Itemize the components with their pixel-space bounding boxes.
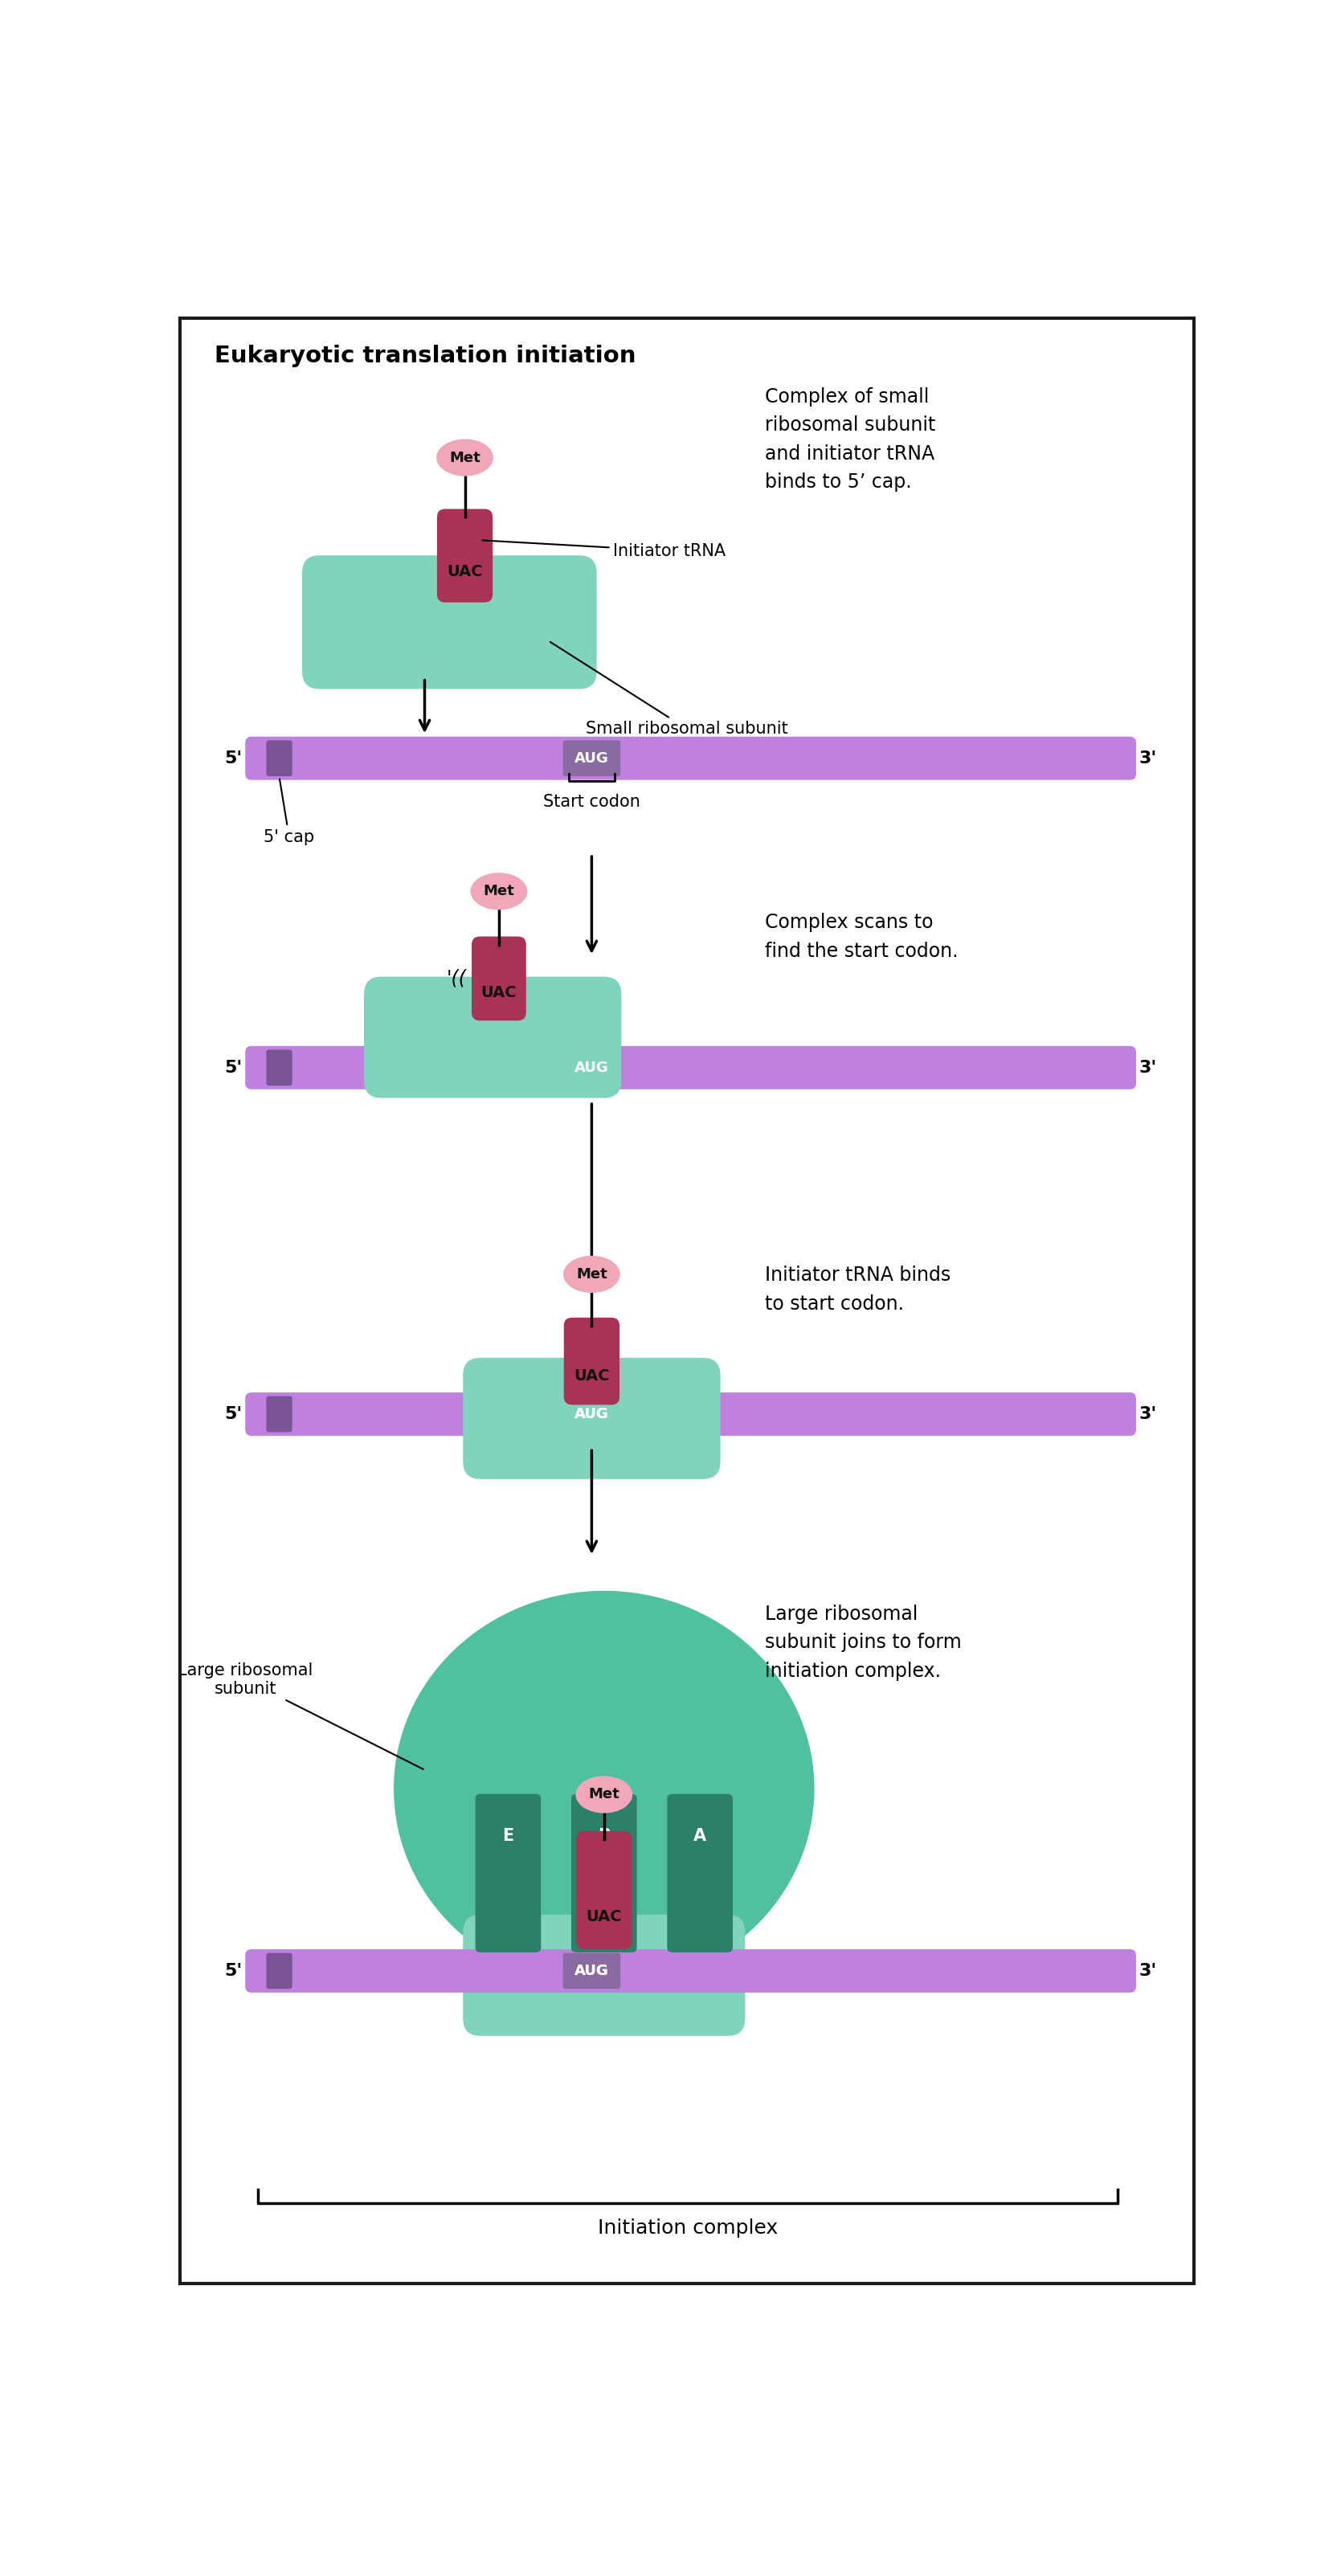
Text: Large ribosomal
subunit: Large ribosomal subunit <box>177 1662 424 1770</box>
FancyBboxPatch shape <box>577 1832 632 1950</box>
Text: Initiator tRNA binds
to start codon.: Initiator tRNA binds to start codon. <box>764 1265 951 1314</box>
Text: Eukaryotic translation initiation: Eukaryotic translation initiation <box>215 345 636 368</box>
FancyBboxPatch shape <box>267 1953 292 1989</box>
Text: UAC: UAC <box>586 1909 622 1924</box>
FancyBboxPatch shape <box>571 1793 637 1953</box>
Text: Met: Met <box>577 1267 607 1280</box>
Text: Met: Met <box>589 1788 620 1801</box>
FancyBboxPatch shape <box>302 556 597 688</box>
FancyBboxPatch shape <box>245 1950 1136 1994</box>
FancyBboxPatch shape <box>563 1953 621 1989</box>
FancyBboxPatch shape <box>668 1793 732 1953</box>
Ellipse shape <box>394 1592 814 1986</box>
Ellipse shape <box>563 1255 620 1293</box>
Text: 3': 3' <box>1140 750 1157 765</box>
Text: A: A <box>693 1829 707 1844</box>
FancyBboxPatch shape <box>463 1914 746 2035</box>
Text: 3': 3' <box>1140 1406 1157 1422</box>
Text: AUG: AUG <box>574 1061 609 1074</box>
Ellipse shape <box>436 438 493 477</box>
Text: AUG: AUG <box>574 1963 609 1978</box>
Ellipse shape <box>575 1775 633 1814</box>
FancyBboxPatch shape <box>437 510 492 603</box>
Text: 5': 5' <box>224 750 243 765</box>
FancyBboxPatch shape <box>245 1046 1136 1090</box>
FancyBboxPatch shape <box>472 938 526 1020</box>
FancyBboxPatch shape <box>475 1793 540 1953</box>
Text: Initiation complex: Initiation complex <box>598 2218 778 2239</box>
Text: 5': 5' <box>224 1059 243 1077</box>
FancyBboxPatch shape <box>563 739 621 775</box>
FancyBboxPatch shape <box>245 737 1136 781</box>
FancyBboxPatch shape <box>267 739 292 775</box>
Text: Start codon: Start codon <box>543 793 640 809</box>
Text: AUG: AUG <box>574 1963 609 1978</box>
Text: Initiator tRNA: Initiator tRNA <box>483 541 725 559</box>
Text: 5' cap: 5' cap <box>264 778 315 845</box>
FancyBboxPatch shape <box>563 1396 621 1432</box>
FancyBboxPatch shape <box>563 1316 620 1404</box>
FancyBboxPatch shape <box>267 1396 292 1432</box>
Text: Complex of small
ribosomal subunit
and initiator tRNA
binds to 5’ cap.: Complex of small ribosomal subunit and i… <box>764 386 936 492</box>
Text: UAC: UAC <box>447 564 483 580</box>
Text: Large ribosomal
subunit joins to form
initiation complex.: Large ribosomal subunit joins to form in… <box>764 1605 961 1680</box>
Text: 3': 3' <box>1140 1963 1157 1978</box>
FancyBboxPatch shape <box>563 1048 621 1084</box>
FancyBboxPatch shape <box>245 1394 1136 1435</box>
Text: Complex scans to
find the start codon.: Complex scans to find the start codon. <box>764 912 957 961</box>
Ellipse shape <box>471 873 527 909</box>
Text: AUG: AUG <box>574 1406 609 1422</box>
Text: Met: Met <box>449 451 480 464</box>
FancyBboxPatch shape <box>363 976 621 1097</box>
Text: '((: '(( <box>447 969 467 989</box>
Text: P: P <box>598 1829 610 1844</box>
Text: 3': 3' <box>1140 1059 1157 1077</box>
FancyBboxPatch shape <box>267 1048 292 1084</box>
Text: UAC: UAC <box>574 1368 610 1383</box>
Text: 5': 5' <box>224 1406 243 1422</box>
Text: 5': 5' <box>224 1963 243 1978</box>
Text: E: E <box>503 1829 514 1844</box>
Text: AUG: AUG <box>574 752 609 765</box>
Text: AUG: AUG <box>574 1406 609 1422</box>
Text: Small ribosomal subunit: Small ribosomal subunit <box>550 641 787 737</box>
Text: Met: Met <box>483 884 515 899</box>
FancyBboxPatch shape <box>463 1358 720 1479</box>
Text: UAC: UAC <box>481 984 516 999</box>
